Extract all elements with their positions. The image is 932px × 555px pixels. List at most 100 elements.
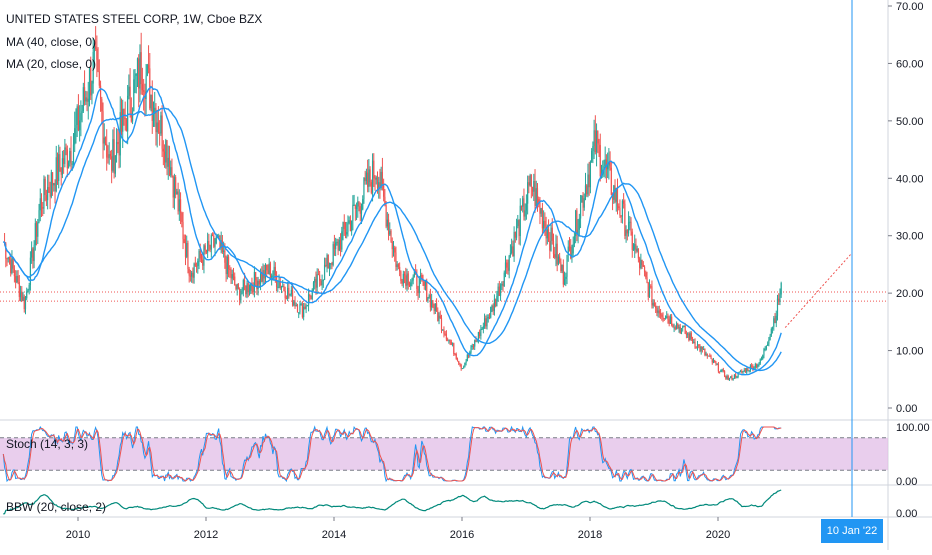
candle-body: [175, 177, 177, 195]
candle-body: [679, 326, 681, 334]
candle-body: [49, 192, 51, 197]
candle-body: [496, 296, 498, 307]
stoch-legend[interactable]: Stoch (14, 3, 3): [6, 437, 89, 451]
candle-series: [3, 26, 782, 381]
candle-body: [267, 270, 269, 274]
ma40-legend[interactable]: MA (40, close, 0): [6, 35, 97, 49]
candle-body: [563, 278, 566, 285]
candle-body: [348, 220, 350, 224]
candle-body: [529, 175, 531, 186]
candle-body: [312, 282, 315, 290]
candle-body: [277, 286, 279, 288]
candle-body: [359, 206, 361, 214]
time-tick-label: 2014: [322, 529, 346, 541]
candle-body: [138, 58, 140, 89]
candle-body: [300, 303, 302, 305]
candle-body: [634, 244, 636, 250]
candle-body: [434, 303, 436, 311]
time-tick-label: 2010: [66, 529, 90, 541]
candle-body: [88, 67, 91, 99]
projection-line: [784, 252, 853, 328]
candle-body: [661, 314, 663, 317]
candle-body: [104, 137, 107, 144]
candle-body: [402, 273, 404, 284]
candle-body: [511, 246, 513, 254]
candle-body: [726, 376, 728, 379]
candle-body: [38, 210, 40, 223]
candle-body: [124, 117, 126, 120]
candle-body: [118, 144, 120, 156]
candle-body: [264, 264, 267, 279]
candle-body: [22, 296, 24, 301]
candle-body: [492, 305, 494, 312]
candle-body: [98, 71, 100, 86]
candle-body: [447, 339, 449, 341]
candle-body: [240, 293, 242, 301]
candle-body: [746, 368, 748, 373]
candle-body: [428, 295, 430, 298]
candle-body: [130, 113, 132, 122]
candle-body: [725, 376, 727, 379]
candle-body: [283, 285, 285, 291]
candle-body: [157, 122, 160, 133]
candle-body: [466, 354, 468, 362]
candle-body: [226, 256, 228, 275]
candle-body: [550, 227, 552, 251]
candle-body: [394, 247, 396, 253]
candle-body: [700, 346, 702, 352]
candle-body: [540, 208, 542, 214]
candle-body: [691, 338, 694, 344]
candle-body: [706, 353, 708, 356]
candle-body: [273, 266, 275, 276]
candle-body: [355, 206, 358, 210]
candle-body: [621, 200, 624, 217]
candle-body: [280, 286, 283, 289]
candle-body: [128, 86, 130, 96]
candle-body: [592, 146, 594, 151]
candle-body: [50, 172, 52, 197]
ma20-line: [2, 85, 782, 376]
candle-body: [479, 332, 481, 336]
candle-body: [223, 250, 225, 253]
candle-body: [295, 305, 297, 307]
candle-body: [672, 324, 674, 328]
candle-body: [573, 236, 576, 245]
candle-body: [304, 306, 306, 309]
bbw-legend[interactable]: BBW (20, close, 2): [6, 500, 107, 514]
candle-body: [395, 252, 397, 267]
candle-body: [767, 343, 769, 346]
candle-body: [456, 358, 459, 361]
candle-body: [421, 274, 423, 279]
candle-body: [274, 266, 276, 276]
candle-body: [239, 288, 241, 301]
symbol-title[interactable]: UNITED STATES STEEL CORP, 1W, Cboe BZX: [6, 12, 263, 26]
candle-body: [689, 333, 691, 341]
candle-body: [433, 307, 435, 311]
ma20-legend[interactable]: MA (20, close, 0): [6, 57, 97, 71]
candle-body: [579, 202, 582, 219]
candle-body: [465, 361, 467, 363]
candle-body: [768, 339, 770, 344]
candle-body: [326, 254, 328, 266]
candle-body: [748, 370, 750, 372]
candle-body: [293, 301, 295, 306]
candle-body: [535, 188, 537, 206]
gridlines: [0, 291, 888, 302]
candle-body: [666, 316, 668, 319]
candle-body: [637, 248, 640, 259]
candle-body: [143, 90, 145, 92]
candle-body: [332, 244, 334, 265]
candle-body: [599, 145, 601, 177]
candle-body: [224, 250, 226, 263]
candle-body: [488, 317, 491, 319]
candle-body: [199, 250, 201, 259]
candle-body: [343, 221, 345, 230]
candle-body: [645, 272, 647, 278]
candle-body: [213, 235, 215, 247]
candle-body: [378, 182, 380, 188]
candle-body: [443, 329, 445, 334]
candle-body: [520, 205, 523, 207]
candle-body: [392, 247, 395, 250]
